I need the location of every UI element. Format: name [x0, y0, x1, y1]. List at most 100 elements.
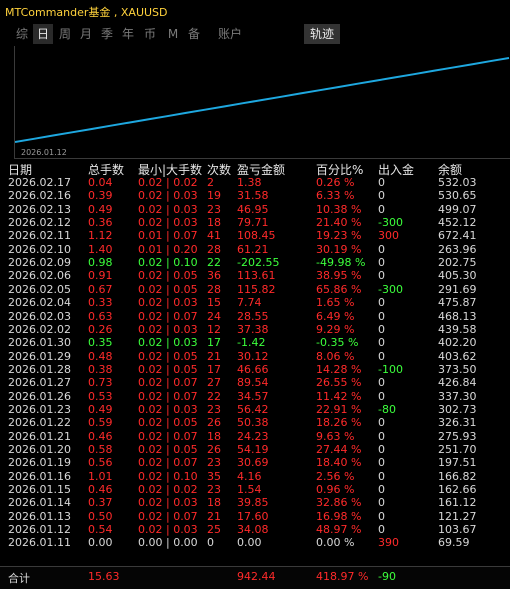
cell-pct: 11.42 %: [316, 389, 362, 403]
table-row: 2026.01.28 0.38 0.02 | 0.05 17 46.66 14.28 % -…: [0, 363, 510, 376]
cell-pnl: 4.16: [237, 469, 262, 483]
cell-count: 23: [207, 483, 221, 497]
chart-x-label: 2026.01.12: [21, 148, 67, 157]
cell-date: 2026.01.16: [8, 469, 71, 483]
col-flow: 出入金: [378, 163, 415, 177]
cell-date: 2026.02.13: [8, 202, 71, 216]
footer-total-lots: 15.63: [88, 570, 120, 583]
cell-minmax: 0.02 | 0.02: [138, 176, 198, 189]
table-row: 2026.01.13 0.50 0.02 | 0.07 21 17.60 16.98 % 0…: [0, 510, 510, 523]
tab-4[interactable]: 季: [100, 27, 113, 41]
cell-pct: 1.65 %: [316, 296, 355, 310]
cell-count: 36: [207, 269, 221, 283]
cell-balance: 405.30: [438, 269, 477, 283]
cell-date: 2026.02.02: [8, 322, 71, 336]
cell-balance: 302.73: [438, 402, 477, 416]
tab-2[interactable]: 周: [58, 27, 71, 41]
cell-flow: 0: [378, 176, 385, 189]
table-row: 2026.01.21 0.46 0.02 | 0.07 18 24.23 9.63 % 0 2…: [0, 430, 510, 443]
tab-9[interactable]: 账户: [217, 27, 242, 41]
cell-pnl: 28.55: [237, 309, 269, 323]
cell-minmax: 0.02 | 0.05: [138, 349, 198, 363]
tab-0[interactable]: 综: [15, 27, 28, 41]
cell-pct: 18.40 %: [316, 456, 362, 470]
cell-balance: 291.69: [438, 282, 477, 296]
cell-pnl: 7.74: [237, 296, 262, 310]
cell-lots: 0.67: [88, 282, 113, 296]
cell-minmax: 0.02 | 0.03: [138, 202, 198, 216]
cell-flow: 390: [378, 536, 399, 550]
tab-5[interactable]: 年: [121, 27, 134, 41]
cell-lots: 0.04: [88, 176, 113, 189]
cell-balance: 103.67: [438, 523, 477, 537]
cell-flow: 0: [378, 296, 385, 310]
cell-count: 21: [207, 509, 221, 523]
tab-1[interactable]: 日: [33, 24, 53, 44]
cell-count: 25: [207, 523, 221, 537]
cell-balance: 162.66: [438, 483, 477, 497]
cell-date: 2026.01.13: [8, 509, 71, 523]
tab-3[interactable]: 月: [79, 27, 92, 41]
cell-flow: 0: [378, 456, 385, 470]
cell-minmax: 0.02 | 0.03: [138, 496, 198, 510]
balance-line-chart: [15, 57, 510, 143]
cell-lots: 0.36: [88, 216, 113, 230]
cell-count: 18: [207, 429, 221, 443]
tab-8[interactable]: 备: [187, 27, 200, 41]
balance-chart: 2026.01.12: [14, 46, 510, 159]
cell-date: 2026.01.21: [8, 429, 71, 443]
cell-balance: 402.20: [438, 336, 477, 350]
cell-pct: 16.98 %: [316, 509, 362, 523]
table-footer: 合计 15.63 942.44 418.97 % -90: [0, 566, 510, 589]
cell-pnl: 24.23: [237, 429, 269, 443]
table-row: 2026.01.14 0.37 0.02 | 0.03 18 39.85 32.86 % 0…: [0, 496, 510, 509]
cell-pnl: 30.69: [237, 456, 269, 470]
cell-minmax: 0.02 | 0.10: [138, 469, 198, 483]
cell-count: 26: [207, 416, 221, 430]
cell-pct: 9.29 %: [316, 322, 355, 336]
tab-7[interactable]: M: [167, 27, 179, 41]
table-row: 2026.01.11 0.00 0.00 | 0.00 0 0.00 0.00 % 390 6…: [0, 536, 510, 549]
cell-flow: 300: [378, 229, 399, 243]
tab-track[interactable]: 轨迹: [304, 24, 341, 44]
cell-lots: 0.53: [88, 389, 113, 403]
footer-total-flow: -90: [378, 570, 396, 583]
table-row: 2026.01.12 0.54 0.02 | 0.03 25 34.08 48.97 % 0…: [0, 523, 510, 536]
cell-minmax: 0.02 | 0.07: [138, 429, 198, 443]
cell-lots: 0.91: [88, 269, 113, 283]
cell-flow: 0: [378, 429, 385, 443]
cell-flow: 0: [378, 496, 385, 510]
cell-date: 2026.02.09: [8, 256, 71, 270]
tab-6[interactable]: 币: [143, 27, 156, 41]
cell-flow: -300: [378, 282, 403, 296]
footer-label: 合计: [8, 572, 30, 585]
cell-count: 0: [207, 536, 214, 550]
table-row: 2026.02.16 0.39 0.02 | 0.03 19 31.58 6.33 % 0 5…: [0, 189, 510, 202]
footer-total-pct: 418.97 %: [316, 570, 369, 583]
cell-pnl: 79.71: [237, 216, 269, 230]
cell-count: 18: [207, 216, 221, 230]
cell-date: 2026.02.04: [8, 296, 71, 310]
cell-date: 2026.02.11: [8, 229, 71, 243]
cell-count: 18: [207, 496, 221, 510]
cell-balance: 530.65: [438, 189, 477, 203]
cell-count: 27: [207, 376, 221, 390]
cell-pnl: 34.57: [237, 389, 269, 403]
cell-flow: 0: [378, 349, 385, 363]
cell-balance: 426.84: [438, 376, 477, 390]
cell-pnl: 56.42: [237, 402, 269, 416]
cell-minmax: 0.02 | 0.07: [138, 389, 198, 403]
cell-date: 2026.01.12: [8, 523, 71, 537]
table-row: 2026.02.10 1.40 0.01 | 0.20 28 61.21 30.19 % 0…: [0, 243, 510, 256]
col-minmax-lots: 最小|大手数: [138, 163, 203, 177]
cell-pct: 30.19 %: [316, 242, 362, 256]
cell-flow: 0: [378, 242, 385, 256]
cell-date: 2026.01.11: [8, 536, 71, 550]
cell-pct: 0.96 %: [316, 483, 355, 497]
cell-lots: 0.46: [88, 429, 113, 443]
cell-balance: 373.50: [438, 362, 477, 376]
table-row: 2026.01.23 0.49 0.02 | 0.03 23 56.42 22.91 % -…: [0, 403, 510, 416]
cell-minmax: 0.02 | 0.07: [138, 456, 198, 470]
cell-date: 2026.01.27: [8, 376, 71, 390]
table-row: 2026.01.16 1.01 0.02 | 0.10 35 4.16 2.56 % 0 16…: [0, 470, 510, 483]
